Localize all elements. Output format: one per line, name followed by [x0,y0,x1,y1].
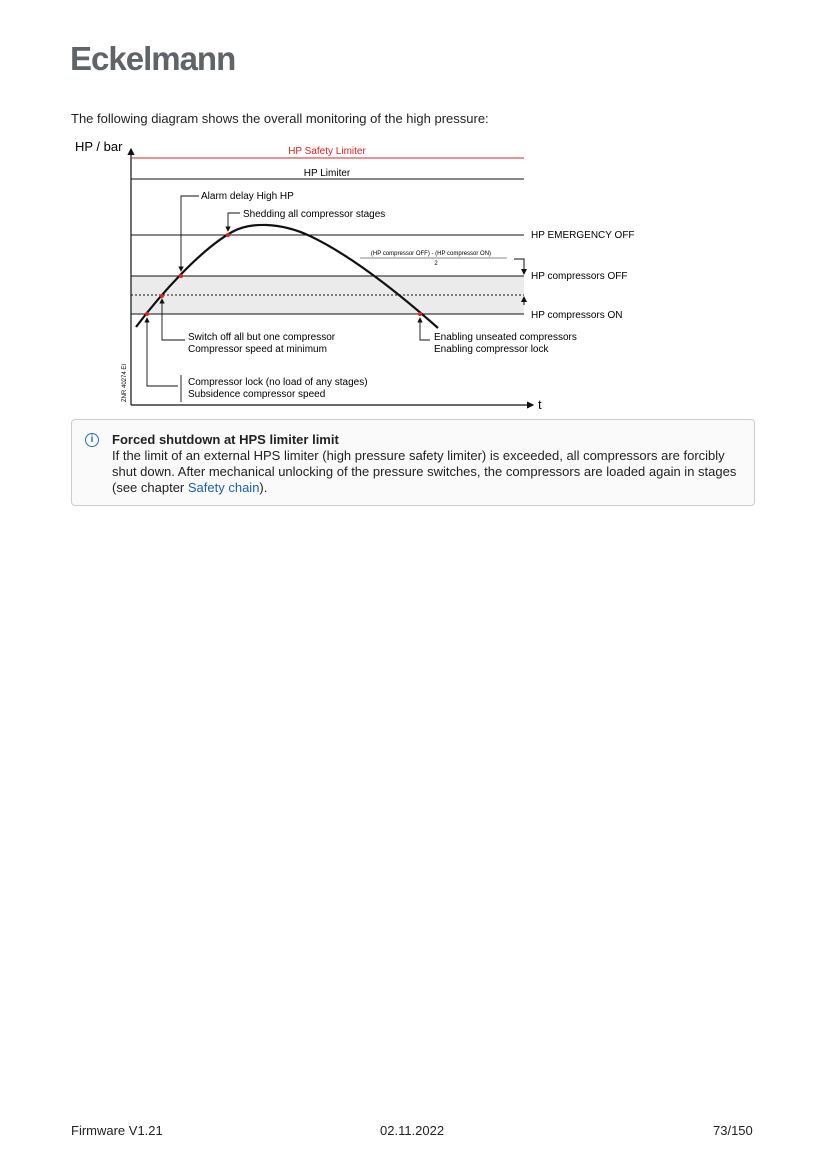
info-note: i Forced shutdown at HPS limiter limit I… [71,419,755,506]
intro-text: The following diagram shows the overall … [71,111,489,126]
switch-callout-1: Switch off all but one compressor [188,332,336,343]
emergency-off-label: HP EMERGENCY OFF [531,230,635,241]
shedding-callout: Shedding all compressor stages [243,209,385,220]
note-text-end: ). [259,480,268,495]
x-axis-label: t [538,397,542,412]
high-pressure-diagram: HP / bar t HP Safety Limiter HP Limiter … [75,139,635,412]
footer-page-number: 73/150 [713,1123,753,1138]
off-bracket-arrow [514,258,527,275]
footer-date: 02.11.2022 [380,1123,445,1138]
note-text: If the limit of an external HPS limiter … [112,448,737,495]
note-body: If the limit of an external HPS limiter … [112,448,742,496]
enable-callout-2: Enabling compressor lock [434,344,549,355]
compressors-on-label: HP compressors ON [531,310,623,321]
y-axis-label: HP / bar [75,139,123,154]
eckelmann-logo: Eckelmann [70,40,236,77]
lock-callout-1: Compressor lock (no load of any stages) [188,377,368,388]
drawing-code: ZNR 40274 EI [122,364,128,402]
safety-limiter-label: HP Safety Limiter [288,146,366,157]
alarm-callout: Alarm delay High HP [201,191,294,202]
limiter-label: HP Limiter [304,168,351,179]
info-icon: i [85,433,99,447]
note-title: Forced shutdown at HPS limiter limit [112,432,339,447]
switch-callout-2: Compressor speed at minimum [188,344,327,355]
compressors-off-label: HP compressors OFF [531,271,628,282]
footer-firmware: Firmware V1.21 [71,1123,163,1138]
curve-markers [145,233,422,316]
formula-numerator: (HP compressor OFF) - (HP compressor ON) [371,251,491,257]
formula-denominator: 2 [434,261,438,267]
enable-callout-1: Enabling unseated compressors [434,332,577,343]
lock-callout-2: Subsidence compressor speed [188,389,325,400]
safety-chain-link[interactable]: Safety chain [187,480,260,495]
